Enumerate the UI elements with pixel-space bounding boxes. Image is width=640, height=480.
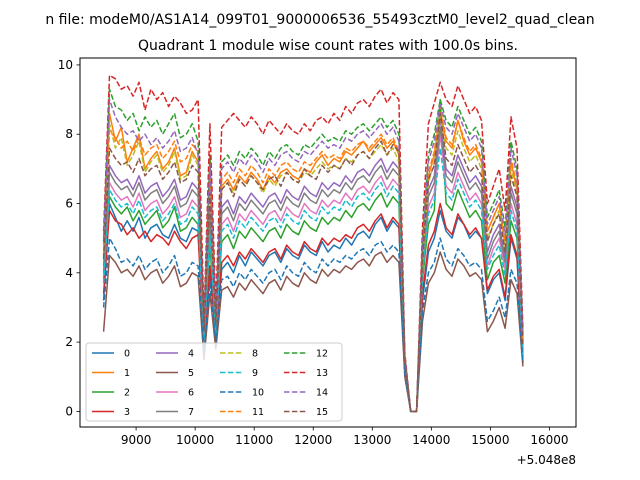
legend-label-2: 2 [124, 388, 130, 399]
x-tick-label: 14000 [412, 433, 450, 447]
series-line-15 [102, 112, 524, 413]
legend-label-15: 15 [316, 407, 328, 418]
legend-label-10: 10 [252, 388, 264, 399]
legend-label-13: 13 [316, 368, 328, 379]
legend-label-14: 14 [316, 388, 328, 399]
series-line-7 [102, 126, 524, 413]
series-line-13 [102, 74, 524, 413]
legend-label-1: 1 [124, 368, 130, 379]
series-layer [102, 74, 524, 413]
legend-label-4: 4 [188, 349, 194, 360]
y-tick-label: 10 [58, 58, 73, 72]
y-tick-label: 8 [65, 127, 73, 141]
legend-label-6: 6 [188, 388, 194, 399]
x-tick-label: 16000 [530, 433, 568, 447]
series-line-12 [102, 88, 524, 413]
series-line-8 [102, 116, 524, 413]
x-tick-label: 9000 [121, 433, 152, 447]
series-line-10 [102, 237, 524, 413]
series-line-4 [102, 116, 524, 413]
y-tick-label: 2 [65, 335, 73, 349]
legend-label-9: 9 [252, 368, 258, 379]
legend-box [85, 342, 343, 422]
series-line-14 [102, 98, 524, 413]
series-line-9 [102, 147, 524, 413]
series-line-5 [102, 251, 524, 413]
y-axis-ticks: 0 2 4 6 8 10 [58, 58, 80, 418]
figure-suptitle: n file: modeM0/AS1A14_099T01_9000006536_… [45, 12, 594, 28]
legend-label-12: 12 [316, 349, 328, 360]
x-tick-label: 10000 [176, 433, 214, 447]
series-line-1 [102, 109, 524, 413]
series-line-6 [102, 133, 524, 413]
legend-label-5: 5 [188, 368, 194, 379]
x-tick-label: 11000 [235, 433, 273, 447]
y-tick-label: 0 [65, 404, 73, 418]
legend-label-7: 7 [188, 407, 194, 418]
series-line-0 [102, 202, 524, 413]
chart-title: Quadrant 1 module wise count rates with … [138, 38, 518, 54]
axes-frame [79, 57, 577, 428]
y-tick-label: 6 [65, 197, 73, 211]
series-line-11 [102, 105, 524, 413]
series-line-3 [102, 202, 524, 413]
series-line-2 [102, 98, 524, 413]
legend-label-8: 8 [252, 349, 258, 360]
x-tick-label: 12000 [294, 433, 332, 447]
x-offset-label: +5.048e8 [517, 453, 576, 467]
x-tick-label: 15000 [471, 433, 509, 447]
legend-label-3: 3 [124, 407, 130, 418]
legend-label-0: 0 [124, 349, 130, 360]
y-tick-label: 4 [65, 266, 73, 280]
legend-label-11: 11 [252, 407, 264, 418]
x-tick-label: 13000 [353, 433, 391, 447]
x-axis-ticks: 9000 10000 11000 12000 13000 14000 15000 16000 [121, 427, 569, 447]
